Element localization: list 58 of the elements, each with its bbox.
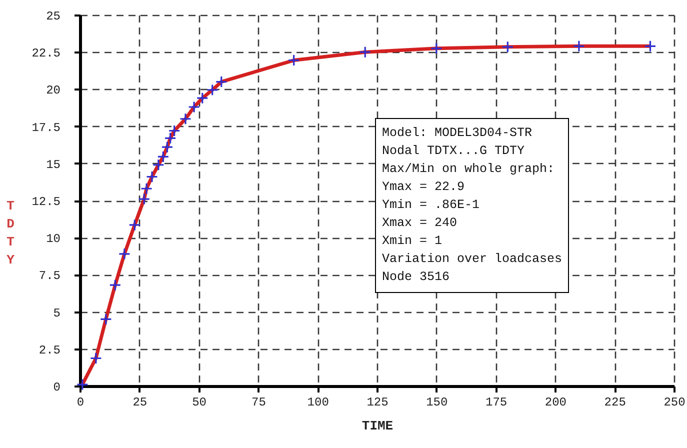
x-axis-title: TIME — [362, 418, 394, 434]
y-tick-label: 20 — [46, 84, 60, 98]
point — [215, 76, 228, 88]
x-tick-label: 100 — [307, 396, 329, 410]
y-tick-label: 25 — [46, 10, 60, 24]
point — [644, 40, 656, 52]
annotation: Variation over loadcases — [382, 251, 562, 268]
y-axis-title: TDTY — [6, 198, 15, 268]
point — [359, 46, 372, 58]
y-tick-label: 22.5 — [32, 46, 60, 61]
point — [430, 42, 442, 54]
x-tick-label: 175 — [485, 396, 508, 410]
y-tick-label: 2.5 — [38, 343, 60, 358]
y-tick-label: 5 — [53, 306, 60, 320]
point — [179, 112, 192, 125]
point — [118, 248, 130, 260]
point — [157, 150, 170, 163]
point — [288, 54, 300, 66]
point — [164, 132, 176, 144]
y-tick-label: 17.5 — [32, 120, 60, 135]
point — [109, 279, 122, 292]
annotation: Node 3516 — [382, 269, 451, 286]
point — [90, 352, 102, 364]
x-tick-label: 125 — [366, 396, 388, 410]
y-tick-label: 15 — [46, 158, 60, 172]
x-tick-label: 50 — [192, 396, 207, 410]
y-tick-label: 10 — [46, 232, 60, 246]
annotation: Model: MODEL3D04-STR — [382, 125, 534, 142]
point — [502, 40, 514, 53]
x-tick-label: 250 — [664, 396, 686, 410]
point — [196, 92, 208, 104]
point — [152, 158, 164, 171]
y-tick-label: 12.5 — [32, 195, 60, 209]
point — [146, 170, 158, 183]
x-tick-label: 25 — [132, 396, 148, 410]
annotation: Ymin = .86E-1 — [382, 197, 481, 214]
point — [206, 84, 218, 96]
point — [161, 141, 174, 154]
point — [76, 378, 88, 391]
annotation: Ymax = 22.9 — [382, 179, 466, 196]
point — [168, 124, 180, 137]
point — [128, 218, 141, 232]
annotation: Max/Min on whole graph: — [382, 161, 556, 178]
point — [140, 182, 153, 195]
point — [100, 313, 112, 326]
x-tick-label: 150 — [426, 396, 448, 410]
point — [572, 40, 586, 52]
x-tick-label: 200 — [544, 396, 567, 410]
x-tick-label: 225 — [604, 396, 626, 410]
x-tick-label: 75 — [251, 396, 266, 410]
point — [138, 192, 150, 206]
point — [188, 100, 200, 114]
annotation: Xmax = 240 — [382, 215, 458, 232]
annotation: Xmin = 1 — [382, 233, 444, 250]
y-tick-label: 7.5 — [38, 269, 60, 284]
x-tick-label: 0 — [76, 396, 84, 410]
y-tick-label: 0 — [53, 380, 60, 394]
annotation: Nodal TDTX...G TDTY — [382, 143, 526, 160]
